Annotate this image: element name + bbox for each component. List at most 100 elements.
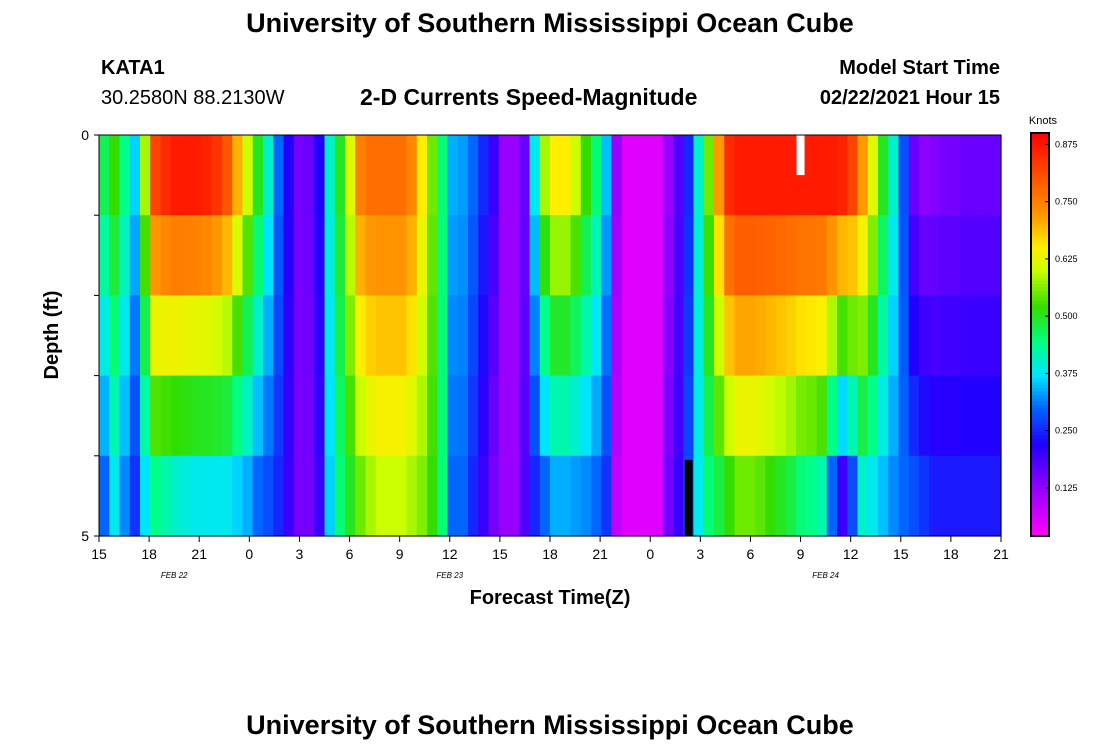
heatmap-cell — [949, 295, 961, 377]
colorbar-segment — [1031, 180, 1049, 184]
heatmap-cell — [550, 455, 561, 537]
colorbar-segment — [1031, 173, 1049, 178]
heatmap-cell — [355, 375, 367, 457]
heatmap-cell — [785, 295, 797, 377]
heatmap-cell — [263, 135, 274, 216]
date-label: FEB 22 — [161, 571, 188, 580]
heatmap-cell — [878, 375, 889, 457]
heatmap-cell — [375, 295, 387, 377]
heatmap-cell — [488, 215, 500, 296]
heatmap-cell — [621, 455, 633, 537]
x-tick-label: 21 — [191, 546, 207, 562]
heatmap-cell — [160, 455, 172, 537]
colorbar-tick-label: 0.500 — [1055, 311, 1078, 321]
heatmap-cell — [591, 295, 602, 377]
y-tick-label: 0 — [81, 127, 89, 143]
heatmap-cell — [211, 375, 223, 457]
heatmap-cell — [632, 295, 643, 377]
heatmap-cell — [785, 135, 797, 216]
heatmap-cell — [714, 135, 725, 216]
heatmap-cell — [283, 375, 295, 457]
colorbar-segment — [1031, 415, 1049, 420]
colorbar-segment — [1031, 163, 1049, 168]
heatmap-cell — [714, 215, 725, 296]
heatmap-cell — [919, 135, 930, 216]
heatmap-cell — [898, 295, 910, 377]
heatmap-cell — [929, 215, 941, 296]
heatmap-cell — [375, 215, 387, 296]
colorbar-segment — [1031, 146, 1049, 151]
heatmap-cell — [734, 135, 746, 216]
heatmap-cell — [416, 135, 428, 216]
colorbar-segment — [1031, 472, 1049, 477]
heatmap-cell — [888, 295, 900, 377]
x-tick-label: 12 — [442, 546, 458, 562]
heatmap-cell — [191, 295, 203, 377]
colorbar-segment — [1031, 294, 1049, 299]
colorbar-segment — [1031, 186, 1049, 191]
heatmap-cell — [222, 295, 233, 377]
heatmap-cell — [867, 215, 879, 296]
heatmap-cell — [160, 215, 172, 296]
heatmap-cell — [857, 295, 869, 377]
heatmap-cell — [878, 455, 889, 537]
heatmap-cell — [355, 135, 367, 216]
colorbar-segment — [1031, 475, 1049, 480]
heatmap-cell — [908, 375, 920, 457]
heatmap-cell — [314, 135, 326, 216]
heatmap-cell — [919, 215, 930, 296]
heatmap-cell — [396, 215, 408, 296]
model-start-label: Model Start Time — [839, 57, 1000, 79]
heatmap-cell — [314, 295, 326, 377]
heatmap-cell — [693, 295, 705, 377]
top-title: University of Southern Mississippi Ocean… — [246, 8, 854, 38]
heatmap-cell — [888, 135, 900, 216]
heatmap-cell — [304, 375, 315, 457]
heatmap-cell — [632, 455, 643, 537]
colorbar-segment — [1031, 143, 1049, 148]
heatmap-cell — [591, 455, 602, 537]
colorbar-segment — [1031, 321, 1049, 326]
heatmap-cell — [478, 375, 490, 457]
heatmap-cell — [601, 135, 613, 216]
colorbar-title: Knots — [1029, 115, 1058, 127]
colorbar-segment — [1031, 220, 1049, 225]
heatmap-cell — [529, 375, 541, 457]
heatmap-cell — [919, 375, 930, 457]
heatmap-cell — [867, 375, 879, 457]
heatmap-cell — [734, 375, 746, 457]
heatmap-cell — [560, 215, 572, 296]
heatmap-cell — [222, 375, 233, 457]
colorbar-tick-label: 0.375 — [1055, 368, 1078, 378]
heatmap-cell — [416, 215, 428, 296]
heatmap-cell — [796, 135, 807, 216]
heatmap-cell — [621, 135, 633, 216]
heatmap-cell — [314, 215, 326, 296]
heatmap-cell — [683, 135, 695, 216]
bottom-title: University of Southern Mississippi Ocean… — [246, 710, 854, 740]
colorbar-segment — [1031, 478, 1049, 483]
heatmap-cell — [519, 375, 531, 457]
heatmap-cell — [211, 215, 223, 296]
heatmap-cell — [591, 215, 602, 296]
heatmap-cell — [652, 135, 664, 216]
colorbar-segment — [1031, 408, 1049, 413]
colorbar-segment — [1031, 448, 1049, 453]
heatmap-cell — [970, 295, 982, 377]
heatmap-cell — [488, 375, 500, 457]
heatmap-cell — [560, 135, 572, 216]
heatmap-cell — [498, 215, 510, 296]
heatmap-cell — [386, 375, 397, 457]
heatmap-cell — [201, 135, 213, 216]
colorbar-segment — [1031, 441, 1049, 446]
heatmap-cell — [591, 375, 602, 457]
heatmap-cell — [478, 295, 490, 377]
heatmap-cell — [621, 295, 633, 377]
heatmap-cell — [990, 135, 1002, 216]
heatmap-cell — [406, 215, 418, 296]
colorbar-segment — [1031, 267, 1049, 272]
heatmap-cell — [632, 135, 643, 216]
heatmap-cell — [847, 295, 859, 377]
heatmap-cells — [99, 135, 1002, 537]
heatmap-cell — [939, 215, 951, 296]
